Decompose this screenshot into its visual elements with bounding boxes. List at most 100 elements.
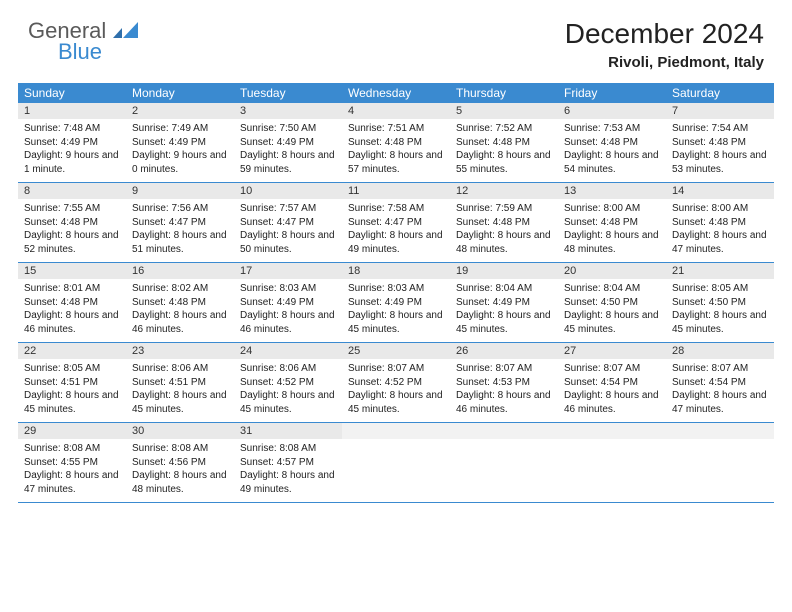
day-number-cell: 1: [18, 103, 126, 119]
sunset-line: Sunset: 4:48 PM: [456, 216, 552, 230]
day-detail-cell: Sunrise: 8:04 AMSunset: 4:49 PMDaylight:…: [450, 279, 558, 342]
weekday-header: Friday: [558, 83, 666, 103]
daylight-line: Daylight: 8 hours and 45 minutes.: [564, 309, 660, 336]
day-detail-cell: Sunrise: 7:49 AMSunset: 4:49 PMDaylight:…: [126, 119, 234, 182]
day-number-cell: 11: [342, 183, 450, 199]
day-number-cell: 7: [666, 103, 774, 119]
day-detail-cell: Sunrise: 8:05 AMSunset: 4:51 PMDaylight:…: [18, 359, 126, 422]
sunrise-line: Sunrise: 8:04 AM: [564, 282, 660, 296]
sunrise-line: Sunrise: 7:54 AM: [672, 122, 768, 136]
week-group: 1234567Sunrise: 7:48 AMSunset: 4:49 PMDa…: [18, 103, 774, 183]
day-number-cell: 12: [450, 183, 558, 199]
sunrise-line: Sunrise: 7:51 AM: [348, 122, 444, 136]
daylight-line: Daylight: 8 hours and 46 minutes.: [456, 389, 552, 416]
sunset-line: Sunset: 4:51 PM: [24, 376, 120, 390]
week-group: 15161718192021Sunrise: 8:01 AMSunset: 4:…: [18, 263, 774, 343]
daylight-line: Daylight: 8 hours and 45 minutes.: [24, 389, 120, 416]
daylight-line: Daylight: 8 hours and 48 minutes.: [564, 229, 660, 256]
day-number-cell: 23: [126, 343, 234, 359]
sunset-line: Sunset: 4:49 PM: [240, 136, 336, 150]
daylight-line: Daylight: 9 hours and 0 minutes.: [132, 149, 228, 176]
daylight-line: Daylight: 8 hours and 45 minutes.: [348, 389, 444, 416]
day-number-cell: 19: [450, 263, 558, 279]
daylight-line: Daylight: 8 hours and 47 minutes.: [24, 469, 120, 496]
day-number-cell: 14: [666, 183, 774, 199]
sunset-line: Sunset: 4:50 PM: [564, 296, 660, 310]
day-detail-cell: Sunrise: 8:08 AMSunset: 4:57 PMDaylight:…: [234, 439, 342, 502]
day-detail-cell: Sunrise: 8:02 AMSunset: 4:48 PMDaylight:…: [126, 279, 234, 342]
sunrise-line: Sunrise: 8:05 AM: [24, 362, 120, 376]
sunset-line: Sunset: 4:48 PM: [672, 136, 768, 150]
day-number-cell: 29: [18, 423, 126, 439]
day-number-cell: 15: [18, 263, 126, 279]
day-detail-cell: Sunrise: 8:00 AMSunset: 4:48 PMDaylight:…: [666, 199, 774, 262]
day-body-row: Sunrise: 8:01 AMSunset: 4:48 PMDaylight:…: [18, 279, 774, 342]
daylight-line: Daylight: 8 hours and 46 minutes.: [240, 309, 336, 336]
daylight-line: Daylight: 8 hours and 45 minutes.: [348, 309, 444, 336]
sunset-line: Sunset: 4:48 PM: [456, 136, 552, 150]
day-number-cell: 5: [450, 103, 558, 119]
day-detail-cell: Sunrise: 7:50 AMSunset: 4:49 PMDaylight:…: [234, 119, 342, 182]
day-body-row: Sunrise: 8:08 AMSunset: 4:55 PMDaylight:…: [18, 439, 774, 502]
sunrise-line: Sunrise: 7:53 AM: [564, 122, 660, 136]
daylight-line: Daylight: 8 hours and 47 minutes.: [672, 389, 768, 416]
week-group: 891011121314Sunrise: 7:55 AMSunset: 4:48…: [18, 183, 774, 263]
day-detail-cell: Sunrise: 7:48 AMSunset: 4:49 PMDaylight:…: [18, 119, 126, 182]
sunset-line: Sunset: 4:51 PM: [132, 376, 228, 390]
day-detail-cell: Sunrise: 8:00 AMSunset: 4:48 PMDaylight:…: [558, 199, 666, 262]
day-number-cell: 16: [126, 263, 234, 279]
weekday-header: Monday: [126, 83, 234, 103]
day-number-cell: 22: [18, 343, 126, 359]
day-number-cell: 31: [234, 423, 342, 439]
day-number-cell: 6: [558, 103, 666, 119]
sunset-line: Sunset: 4:50 PM: [672, 296, 768, 310]
daylight-line: Daylight: 8 hours and 46 minutes.: [24, 309, 120, 336]
title-block: December 2024 Rivoli, Piedmont, Italy: [565, 18, 764, 71]
sunset-line: Sunset: 4:57 PM: [240, 456, 336, 470]
day-number-cell: 25: [342, 343, 450, 359]
sunrise-line: Sunrise: 8:07 AM: [672, 362, 768, 376]
day-detail-cell: Sunrise: 8:08 AMSunset: 4:56 PMDaylight:…: [126, 439, 234, 502]
day-number-row: 22232425262728: [18, 343, 774, 359]
daylight-line: Daylight: 8 hours and 47 minutes.: [672, 229, 768, 256]
daylight-line: Daylight: 8 hours and 50 minutes.: [240, 229, 336, 256]
day-detail-cell: Sunrise: 7:59 AMSunset: 4:48 PMDaylight:…: [450, 199, 558, 262]
sunset-line: Sunset: 4:52 PM: [348, 376, 444, 390]
daylight-line: Daylight: 8 hours and 54 minutes.: [564, 149, 660, 176]
day-detail-cell: Sunrise: 8:03 AMSunset: 4:49 PMDaylight:…: [234, 279, 342, 342]
day-detail-cell: Sunrise: 8:07 AMSunset: 4:52 PMDaylight:…: [342, 359, 450, 422]
daylight-line: Daylight: 8 hours and 59 minutes.: [240, 149, 336, 176]
sunset-line: Sunset: 4:49 PM: [240, 296, 336, 310]
daylight-line: Daylight: 8 hours and 46 minutes.: [564, 389, 660, 416]
daylight-line: Daylight: 8 hours and 55 minutes.: [456, 149, 552, 176]
daylight-line: Daylight: 8 hours and 45 minutes.: [240, 389, 336, 416]
sunrise-line: Sunrise: 7:55 AM: [24, 202, 120, 216]
sunset-line: Sunset: 4:48 PM: [564, 216, 660, 230]
sunset-line: Sunset: 4:49 PM: [24, 136, 120, 150]
day-detail-cell: Sunrise: 8:03 AMSunset: 4:49 PMDaylight:…: [342, 279, 450, 342]
sunset-line: Sunset: 4:47 PM: [132, 216, 228, 230]
day-number-cell: 26: [450, 343, 558, 359]
daylight-line: Daylight: 8 hours and 51 minutes.: [132, 229, 228, 256]
sunrise-line: Sunrise: 8:04 AM: [456, 282, 552, 296]
sunrise-line: Sunrise: 8:05 AM: [672, 282, 768, 296]
sunset-line: Sunset: 4:54 PM: [564, 376, 660, 390]
logo-triangles-icon: [113, 22, 139, 38]
day-number-cell: 9: [126, 183, 234, 199]
day-number-cell: 4: [342, 103, 450, 119]
day-number-row: 1234567: [18, 103, 774, 119]
sunrise-line: Sunrise: 8:02 AM: [132, 282, 228, 296]
sunset-line: Sunset: 4:49 PM: [348, 296, 444, 310]
day-number-cell: 27: [558, 343, 666, 359]
day-number-cell: 17: [234, 263, 342, 279]
daylight-line: Daylight: 8 hours and 45 minutes.: [456, 309, 552, 336]
day-detail-cell: [666, 439, 774, 502]
sunrise-line: Sunrise: 7:56 AM: [132, 202, 228, 216]
day-number-cell: 28: [666, 343, 774, 359]
day-detail-cell: Sunrise: 7:51 AMSunset: 4:48 PMDaylight:…: [342, 119, 450, 182]
day-number-cell: 8: [18, 183, 126, 199]
sunset-line: Sunset: 4:47 PM: [240, 216, 336, 230]
sunrise-line: Sunrise: 8:08 AM: [240, 442, 336, 456]
day-number-row: 15161718192021: [18, 263, 774, 279]
weekday-header: Sunday: [18, 83, 126, 103]
